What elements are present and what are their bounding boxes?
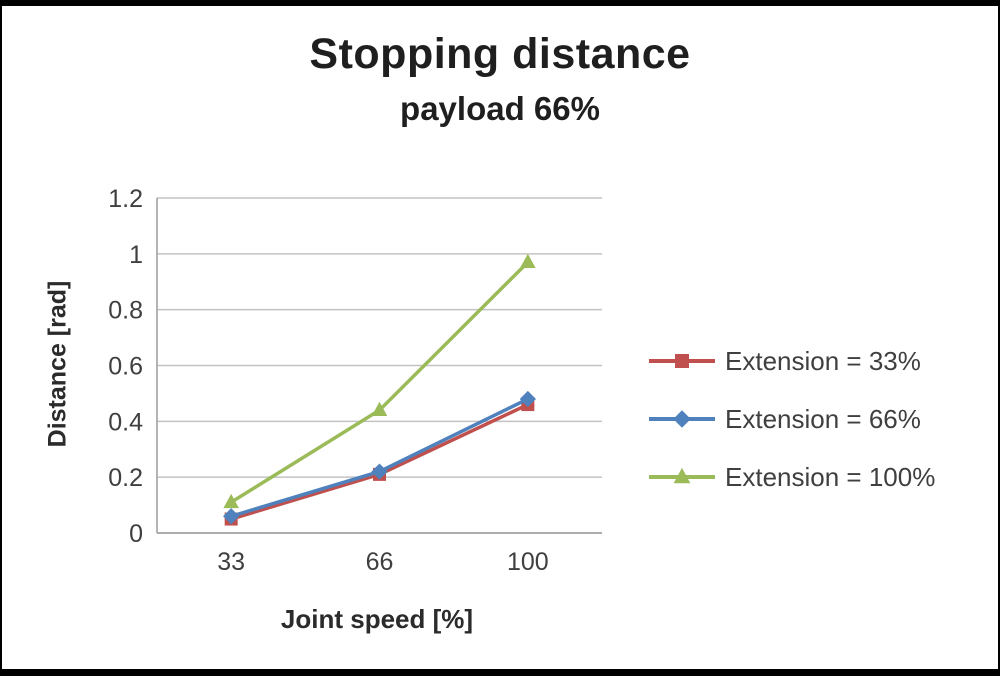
chart-title: Stopping distance (309, 30, 691, 78)
triangle-marker-icon (371, 401, 388, 417)
legend-item-label: Extension = 66% (725, 403, 921, 434)
legend-item: Extension = 66% (647, 404, 935, 434)
series-line (230, 397, 529, 518)
diamond-marker-icon (371, 463, 388, 480)
x-axis-label: Joint speed [%] (280, 604, 474, 634)
legend-item: Extension = 33% (647, 346, 935, 376)
square-marker-icon (675, 354, 689, 368)
legend: Extension = 33% Extension = 66% Extension … (647, 346, 935, 492)
legend-sample-triangle (649, 467, 715, 484)
x-tick-label: 33 (217, 548, 245, 576)
legend-item: Extension = 100% (647, 462, 935, 492)
x-tick-label: 100 (507, 548, 549, 576)
y-tick-label: 0.2 (108, 464, 143, 492)
legend-sample-diamond (649, 410, 715, 428)
diamond-marker-icon (223, 508, 240, 525)
plot-area: 0 0.2 0.4 0.6 0.8 1 1.2 33 66 100 (108, 185, 602, 576)
y-tick-label: 0.6 (108, 353, 143, 381)
legend-item-label: Extension = 33% (725, 345, 921, 376)
x-tick-label: 66 (366, 548, 394, 576)
triangle-marker-icon (223, 493, 239, 509)
diamond-marker-icon (519, 390, 536, 408)
y-tick-label: 1 (129, 241, 143, 269)
y-tick-label: 0 (129, 520, 143, 548)
legend-item-label: Extension = 100% (725, 461, 936, 492)
triangle-marker-icon (673, 467, 691, 484)
chart-subtitle: payload 66% (400, 90, 600, 127)
y-tick-label: 0.4 (108, 408, 143, 436)
triangle-marker-icon (520, 253, 536, 269)
y-tick-label: 1.2 (108, 185, 143, 213)
legend-sample-square (649, 354, 715, 368)
diamond-marker-icon (673, 410, 691, 428)
y-tick-label: 0.8 (108, 297, 143, 325)
